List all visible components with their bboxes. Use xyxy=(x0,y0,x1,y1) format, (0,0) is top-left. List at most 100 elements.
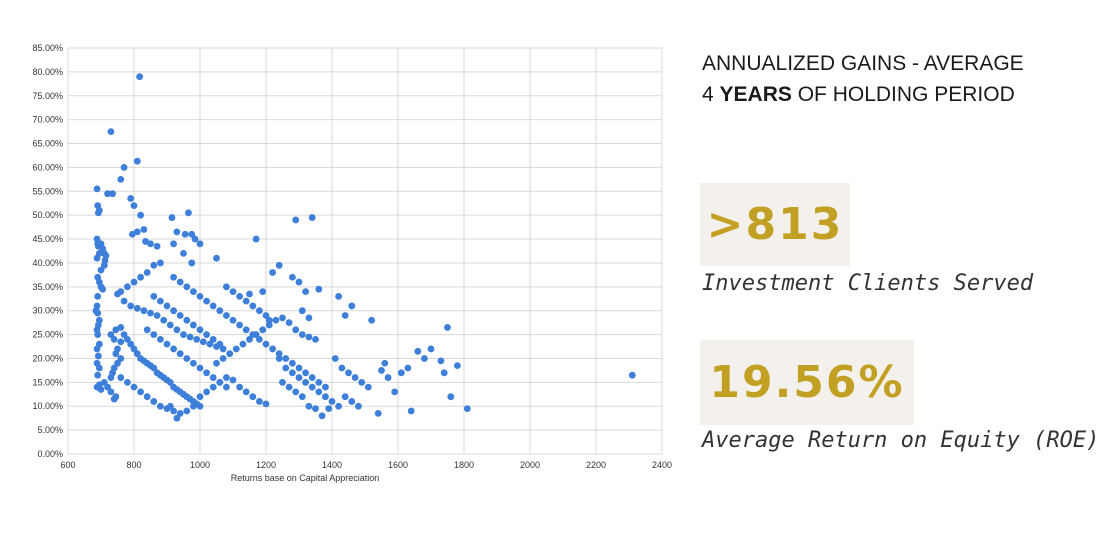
y-tick-label: 10.00% xyxy=(32,401,63,411)
x-tick-label: 1800 xyxy=(454,460,474,470)
data-point xyxy=(117,175,125,183)
data-point xyxy=(279,378,286,386)
data-point xyxy=(358,378,366,386)
data-point xyxy=(223,374,230,381)
data-point xyxy=(193,335,201,343)
data-point xyxy=(196,364,204,372)
data-point xyxy=(120,164,128,171)
stat-clients-value: >813 xyxy=(706,199,844,250)
data-point xyxy=(213,359,220,367)
scatter-svg: 0.00% 5.00% 10.00% 15.00% 20.00% 25.00% 30.00%… xyxy=(32,43,672,483)
data-point xyxy=(160,316,168,324)
data-point xyxy=(269,269,276,276)
data-point xyxy=(454,362,461,370)
headline-prefix: 4 xyxy=(702,83,720,106)
data-point xyxy=(109,190,116,198)
data-point xyxy=(143,326,151,334)
stat-roe-caption: Average Return on Equity (ROE) xyxy=(702,428,1100,453)
data-point xyxy=(110,335,118,343)
headline-suffix: OF HOLDING PERIOD xyxy=(791,83,1015,106)
y-tick-label: 85.00% xyxy=(32,43,63,53)
data-point xyxy=(209,335,217,343)
data-point xyxy=(331,355,339,362)
data-point xyxy=(348,302,356,310)
data-point xyxy=(246,335,253,343)
x-tick-label: 2400 xyxy=(652,460,672,470)
data-point xyxy=(226,350,234,358)
data-point xyxy=(100,261,108,269)
data-point xyxy=(381,359,389,367)
data-point xyxy=(232,345,240,353)
data-point xyxy=(259,288,267,295)
data-point xyxy=(312,405,319,413)
data-point xyxy=(107,331,115,338)
data-point xyxy=(249,393,257,401)
data-point xyxy=(117,324,125,331)
data-point xyxy=(170,345,178,353)
data-point xyxy=(130,202,138,210)
plot-border xyxy=(67,47,663,455)
scatter-chart: 0.00% 5.00% 10.00% 15.00% 20.00% 25.00% 30.00%… xyxy=(0,40,690,490)
data-point xyxy=(180,331,187,338)
y-tick-label: 60.00% xyxy=(32,162,63,172)
data-point xyxy=(170,240,178,248)
data-point xyxy=(341,393,349,401)
data-point xyxy=(295,278,303,286)
data-point xyxy=(213,254,220,262)
data-point xyxy=(312,335,319,343)
data-point xyxy=(203,297,211,305)
data-point xyxy=(315,285,323,293)
data-point xyxy=(112,393,120,401)
data-point xyxy=(196,402,204,410)
data-point xyxy=(272,316,280,324)
data-point xyxy=(318,412,326,420)
data-point xyxy=(444,324,451,331)
data-point xyxy=(166,402,174,410)
data-point xyxy=(168,214,176,221)
data-point xyxy=(157,335,164,343)
data-point xyxy=(298,331,306,338)
data-point xyxy=(127,195,135,202)
data-point xyxy=(100,378,108,386)
data-point xyxy=(289,369,296,377)
data-point xyxy=(341,312,349,319)
data-point xyxy=(94,371,102,379)
data-point xyxy=(183,407,191,415)
data-point xyxy=(292,216,300,224)
data-point xyxy=(223,312,230,319)
data-point xyxy=(351,374,359,381)
x-tick-label: 2000 xyxy=(520,460,540,470)
data-point xyxy=(256,398,263,405)
data-point xyxy=(275,261,283,269)
data-point xyxy=(97,266,105,274)
data-point xyxy=(338,364,346,372)
data-point xyxy=(137,211,145,219)
data-point xyxy=(93,345,101,353)
data-point xyxy=(229,288,237,295)
x-tick-label: 1200 xyxy=(256,460,276,470)
data-point xyxy=(308,214,316,221)
data-point xyxy=(262,400,270,408)
data-point xyxy=(209,374,217,381)
data-point xyxy=(190,321,197,329)
data-point xyxy=(150,261,158,269)
data-point xyxy=(147,240,154,248)
data-point xyxy=(229,316,237,324)
data-point xyxy=(196,292,204,300)
y-tick-label: 15.00% xyxy=(32,377,63,387)
data-point xyxy=(170,273,178,281)
data-point xyxy=(188,259,196,267)
data-point xyxy=(117,338,125,346)
data-point xyxy=(298,393,306,401)
data-point xyxy=(305,402,313,410)
x-tick-label: 600 xyxy=(60,460,75,470)
data-point xyxy=(259,326,267,334)
data-point xyxy=(124,335,131,343)
data-point xyxy=(133,304,141,312)
data-point xyxy=(322,393,329,401)
data-point xyxy=(191,235,199,243)
data-point xyxy=(305,333,313,341)
data-point xyxy=(107,388,115,396)
data-point xyxy=(150,331,158,338)
y-tick-label: 55.00% xyxy=(32,186,63,196)
